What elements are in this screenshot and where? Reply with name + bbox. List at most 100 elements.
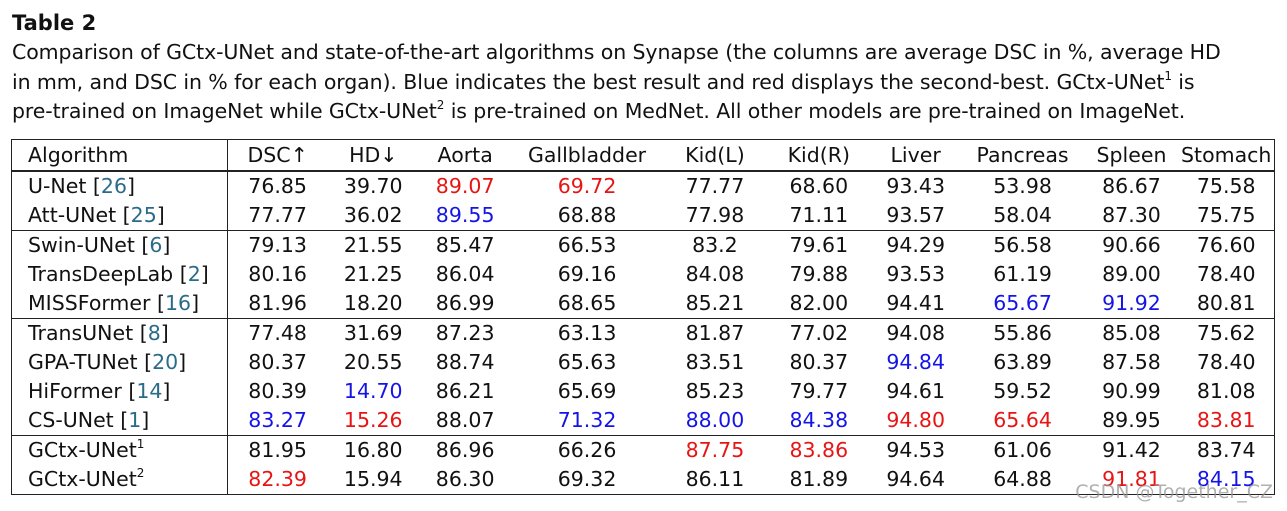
algorithm-label: GPA-TUNet [28,350,138,374]
metric-cell: 86.04 [435,262,495,286]
metric-cell: 69.16 [557,262,617,286]
citation-number[interactable]: 6 [149,233,163,257]
caption-line-2-end: is [1171,69,1195,94]
metric-cell: 77.77 [248,203,307,227]
metric-cell: 94.53 [886,438,946,462]
watermark: CSDN @Together_CZ [1075,481,1273,503]
algorithm-label: CS-UNet [28,408,114,432]
metric-cell: 94.84 [886,350,946,374]
metric-cell: 77.02 [789,321,849,345]
table-row: HiFormer [14] 80.39 14.70 86.21 65.69 85.23 79… [11,377,1275,406]
metric-cell: 69.32 [557,467,617,491]
header-row: Algorithm DSC↑ HD↓ Aorta Gallbladder Kid(L) Ki… [11,139,1275,171]
pretrain-superscript: 1 [136,437,145,451]
algorithm-name: CS-UNet [1] [11,406,228,436]
metric-cell: 68.65 [557,291,617,315]
citation: [2] [173,262,209,286]
metric-cell: 83.2 [692,233,738,257]
table-caption: Table 2 Comparison of GCtx-UNet and stat… [12,8,1280,127]
column-header: DSC↑ [247,142,308,167]
citation-number[interactable]: 2 [187,262,201,286]
metric-cell: 94.64 [886,467,946,491]
metric-cell: 55.86 [993,321,1052,345]
citation: [14] [121,379,171,403]
algorithm-name: Swin-UNet [6] [11,230,228,260]
citation-number[interactable]: 26 [100,174,127,198]
metric-cell: 85.23 [685,379,745,403]
row-group: Swin-UNet [6] 79.13 21.55 85.47 66.53 83.2 79.… [11,230,1275,319]
algorithm-label: U-Net [28,174,87,198]
metric-cell: 79.88 [789,262,849,286]
algorithm-label: TransUNet [28,321,134,345]
citation-number[interactable]: 1 [128,408,142,432]
column-header: Gallbladder [527,142,647,167]
metric-cell: 77.77 [685,174,745,198]
table-row: MISSFormer [16] 81.96 18.20 86.99 68.65 85.21… [11,289,1275,319]
metric-cell: 91.42 [1102,438,1161,462]
metric-cell: 90.99 [1102,379,1161,403]
metric-cell: 14.70 [343,379,403,403]
metric-cell: 68.60 [789,174,849,198]
caption-line-1: Comparison of GCtx-UNet and state-of-the… [12,40,1221,64]
algorithm-name: GCtx-UNet2 [11,465,228,495]
metric-cell: 86.21 [435,379,495,403]
results-table: Algorithm DSC↑ HD↓ Aorta Gallbladder Kid(L) Ki… [11,139,1275,495]
table-row: Swin-UNet [6] 79.13 21.55 85.47 66.53 83.2 79.… [11,230,1275,260]
citation: [25] [116,203,165,227]
metric-cell: 90.66 [1102,233,1161,257]
metric-cell: 88.74 [435,350,495,374]
column-header: Kid(L) [685,142,745,167]
metric-cell: 58.04 [993,203,1052,227]
algorithm-name: HiFormer [14] [11,377,228,406]
metric-cell: 89.07 [435,174,495,198]
pretrain-superscript: 2 [136,466,145,480]
metric-cell: 86.11 [685,467,745,491]
metric-cell: 83.74 [1196,438,1256,462]
column-header: Algorithm [11,139,228,171]
citation-number[interactable]: 25 [130,203,157,227]
metric-cell: 71.32 [557,408,617,432]
table-row: U-Net [26] 76.85 39.70 89.07 69.72 77.77 68.60… [11,171,1275,201]
metric-cell: 79.77 [789,379,849,403]
metric-cell: 94.61 [886,379,946,403]
metric-cell: 87.75 [685,438,745,462]
citation-number[interactable]: 20 [152,350,179,374]
citation-number[interactable]: 14 [136,379,163,403]
metric-cell: 85.08 [1102,321,1161,345]
metric-cell: 82.00 [789,291,849,315]
metric-cell: 15.26 [343,408,403,432]
metric-cell: 78.40 [1196,350,1256,374]
metric-cell: 94.29 [886,233,946,257]
metric-cell: 79.13 [248,233,307,257]
citation-number[interactable]: 16 [164,291,192,315]
row-group: TransUNet [8] 77.48 31.69 87.23 63.13 81.87 77… [11,318,1275,436]
metric-cell: 80.37 [789,350,849,374]
metric-cell: 81.89 [789,467,849,491]
metric-cell: 64.88 [993,467,1052,491]
algorithm-name: TransDeepLab [2] [11,260,228,289]
column-header: Liver [890,142,941,167]
metric-cell: 80.16 [248,262,307,286]
metric-cell: 61.19 [993,262,1052,286]
metric-cell: 83.51 [685,350,745,374]
citation: [16] [150,291,200,315]
metric-cell: 85.21 [685,291,745,315]
metric-cell: 80.39 [248,379,307,403]
metric-cell: 88.07 [435,408,495,432]
metric-cell: 71.11 [789,203,849,227]
algorithm-label: HiFormer [28,379,122,403]
metric-cell: 86.67 [1102,174,1161,198]
metric-cell: 80.81 [1196,291,1256,315]
column-header: Stomach [1181,142,1272,167]
algorithm-label: Att-UNet [28,203,117,227]
metric-cell: 15.94 [343,467,403,491]
citation-number[interactable]: 8 [147,321,161,345]
metric-cell: 84.15 [1196,467,1256,491]
citation: [1] [113,408,150,432]
metric-cell: 65.64 [993,408,1052,432]
caption-superscript: 1 [1164,68,1172,83]
caption-line-3-end: is pre-trained on MedNet. All other mode… [444,99,1186,123]
metric-cell: 89.00 [1102,262,1161,286]
metric-cell: 93.53 [886,262,946,286]
metric-cell: 89.95 [1102,408,1161,432]
